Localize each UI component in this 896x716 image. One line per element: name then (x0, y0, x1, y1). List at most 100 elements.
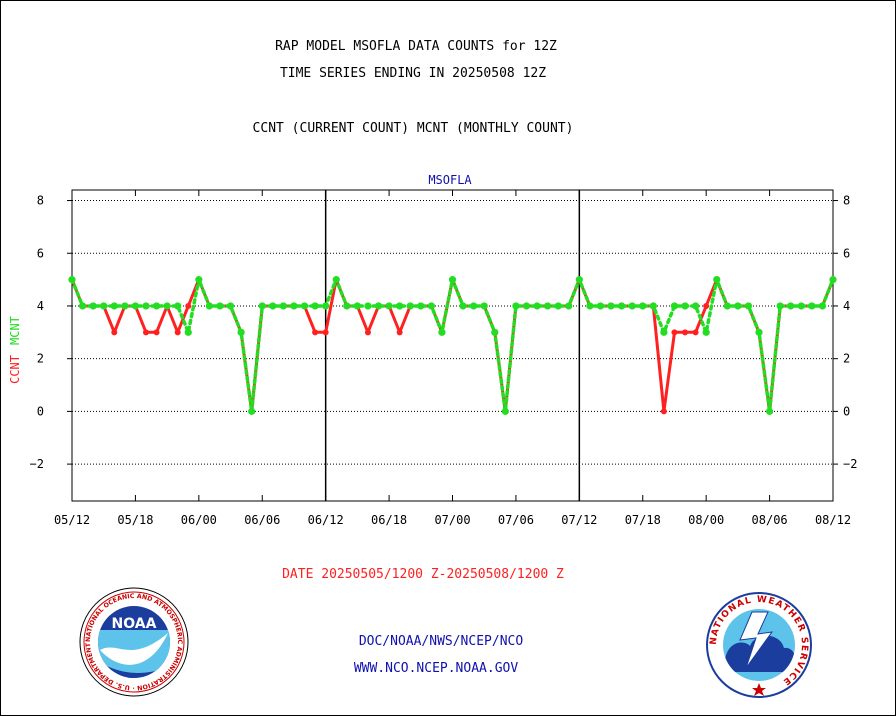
point-mcnt (586, 302, 594, 310)
point-mcnt (142, 302, 150, 310)
x-tick-label: 06/00 (181, 513, 217, 527)
x-tick-label: 07/06 (498, 513, 534, 527)
point-ccnt (660, 408, 667, 415)
point-mcnt (163, 302, 171, 310)
point-mcnt (459, 302, 467, 310)
point-mcnt (396, 302, 404, 310)
series-line-ccnt (70, 278, 835, 413)
plot-border (71, 189, 834, 502)
noaa-logo: NATIONAL OCEANIC AND ATMOSPHERIC ADMINIS… (0, 0, 189, 697)
point-mcnt (818, 302, 827, 310)
point-mcnt (406, 302, 414, 310)
x-tick-label: 05/18 (117, 513, 153, 527)
x-tick-label: 08/06 (752, 513, 788, 527)
point-mcnt (131, 302, 140, 310)
point-ccnt (111, 329, 118, 336)
nws-logo: NATIONAL WEATHER SERVICE (706, 592, 812, 698)
point-ccnt (692, 329, 699, 336)
point-mcnt (374, 302, 383, 310)
x-tick-label: 07/18 (625, 513, 661, 527)
point-mcnt (723, 302, 731, 310)
point-mcnt (110, 302, 118, 310)
point-mcnt (417, 302, 425, 310)
date-range: DATE 20250505/1200 Z-20250508/1200 Z (282, 567, 564, 582)
point-mcnt (427, 302, 435, 310)
svg-text:NATIONAL OCEANIC AND ATMOSPHER: NATIONAL OCEANIC AND ATMOSPHERIC ADMINIS… (0, 0, 183, 691)
y-tick-label-left: 6 (37, 246, 44, 260)
x-tick-label: 05/12 (54, 513, 90, 527)
x-tick-label: 06/06 (244, 513, 280, 527)
point-mcnt (755, 328, 763, 336)
point-mcnt (385, 302, 393, 310)
point-mcnt (438, 328, 446, 336)
y-tick-label-right: 8 (843, 194, 850, 208)
point-mcnt (565, 302, 573, 310)
point-mcnt (100, 302, 108, 310)
point-ccnt (312, 329, 319, 336)
y-tick-label-right: 2 (843, 352, 850, 366)
url-link[interactable]: WWW.NCO.NCEP.NOAA.GOV (354, 661, 519, 676)
point-mcnt (491, 328, 499, 336)
point-mcnt (734, 302, 742, 310)
axes (71, 189, 834, 502)
point-mcnt (744, 302, 753, 310)
point-mcnt (290, 302, 298, 310)
point-ccnt (174, 329, 181, 336)
y-tick-label-right: 6 (843, 246, 850, 260)
point-mcnt (596, 302, 605, 310)
point-ccnt (364, 329, 371, 336)
y-tick-label-left: 8 (37, 194, 44, 208)
point-ccnt (682, 329, 689, 336)
point-mcnt (269, 302, 277, 310)
point-mcnt (248, 407, 256, 415)
point-mcnt (575, 276, 583, 284)
point-ccnt (671, 329, 678, 336)
point-mcnt (618, 302, 626, 310)
point-mcnt (702, 328, 710, 336)
y-tick-label-left: 4 (37, 299, 44, 313)
point-mcnt (512, 302, 520, 310)
point-mcnt (121, 302, 129, 310)
point-mcnt (670, 302, 679, 310)
header-line1: RAP MODEL MSOFLA DATA COUNTS for 12Z (275, 39, 557, 54)
x-tick-label: 07/00 (434, 513, 470, 527)
point-mcnt (300, 302, 309, 310)
point-ccnt (153, 329, 160, 336)
point-mcnt (343, 302, 351, 310)
point-mcnt (311, 302, 319, 310)
point-mcnt (776, 302, 784, 310)
point-mcnt (279, 302, 287, 310)
point-mcnt (533, 302, 541, 310)
point-mcnt (554, 302, 562, 310)
point-mcnt (237, 328, 245, 336)
series-layer (68, 276, 837, 415)
point-ccnt (396, 329, 403, 336)
point-mcnt (765, 407, 774, 415)
y-label-mcnt: MCNT (8, 316, 22, 345)
point-mcnt (501, 407, 509, 415)
point-ccnt (703, 302, 710, 309)
x-tick-label: 08/12 (815, 513, 851, 527)
x-tick-label: 06/12 (308, 513, 344, 527)
point-mcnt (681, 302, 689, 310)
point-mcnt (480, 302, 488, 310)
point-mcnt (691, 302, 700, 310)
x-tick-label: 06/18 (371, 513, 407, 527)
org-line: DOC/NOAA/NWS/NCEP/NCO (359, 634, 524, 649)
y-tick-label-left: 2 (37, 352, 44, 366)
point-mcnt (660, 328, 668, 336)
y-tick-label-left: −2 (30, 457, 44, 471)
point-mcnt (89, 302, 97, 310)
point-mcnt (628, 302, 636, 310)
point-mcnt (78, 302, 87, 310)
point-mcnt (68, 276, 76, 284)
point-mcnt (470, 302, 478, 310)
point-mcnt (649, 302, 657, 310)
point-mcnt (152, 302, 161, 310)
y-tick-label-right: −2 (843, 457, 857, 471)
point-ccnt (185, 302, 192, 309)
point-mcnt (607, 302, 615, 310)
grid-lines (72, 200, 833, 465)
point-mcnt (195, 276, 203, 284)
point-mcnt (522, 302, 531, 310)
